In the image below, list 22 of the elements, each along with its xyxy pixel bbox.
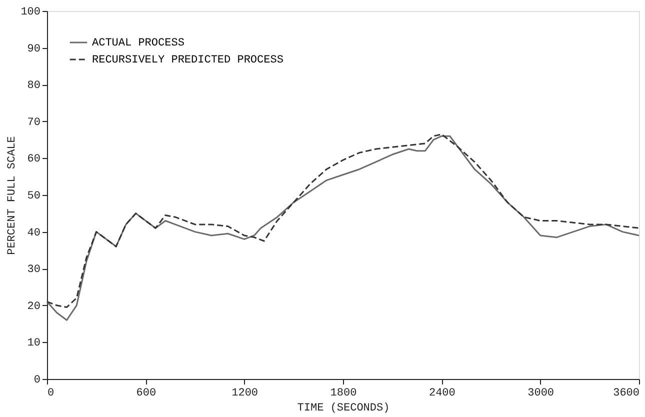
y-tick-label: 80 <box>27 80 40 92</box>
y-tick-label: 60 <box>27 154 40 166</box>
y-tick-label: 10 <box>27 338 40 350</box>
x-tick-label: 1800 <box>330 388 357 400</box>
y-tick-label: 40 <box>27 227 40 240</box>
x-tick-label: 3000 <box>528 388 554 400</box>
x-tick-label: 3600 <box>613 388 640 400</box>
y-axis-title: PERCENT FULL SCALE <box>6 136 19 255</box>
x-axis-title: TIME (SECONDS) <box>297 402 390 414</box>
y-tick-label: 100 <box>20 6 40 18</box>
y-tick-label: 30 <box>27 264 40 276</box>
y-tick-label: 20 <box>27 300 40 313</box>
y-tick-label: 0 <box>34 374 40 386</box>
x-tick-label: 600 <box>136 388 156 400</box>
legend-label: ACTUAL PROCESS <box>92 38 185 50</box>
y-tick-label: 70 <box>27 116 40 129</box>
legend-label: RECURSIVELY PREDICTED PROCESS <box>92 54 284 66</box>
x-tick-label: 2400 <box>428 388 456 400</box>
y-tick-label: 90 <box>27 43 40 56</box>
x-tick-label: 1200 <box>232 388 258 400</box>
x-tick-label: 0 <box>48 388 54 400</box>
y-tick-label: 50 <box>27 190 40 202</box>
